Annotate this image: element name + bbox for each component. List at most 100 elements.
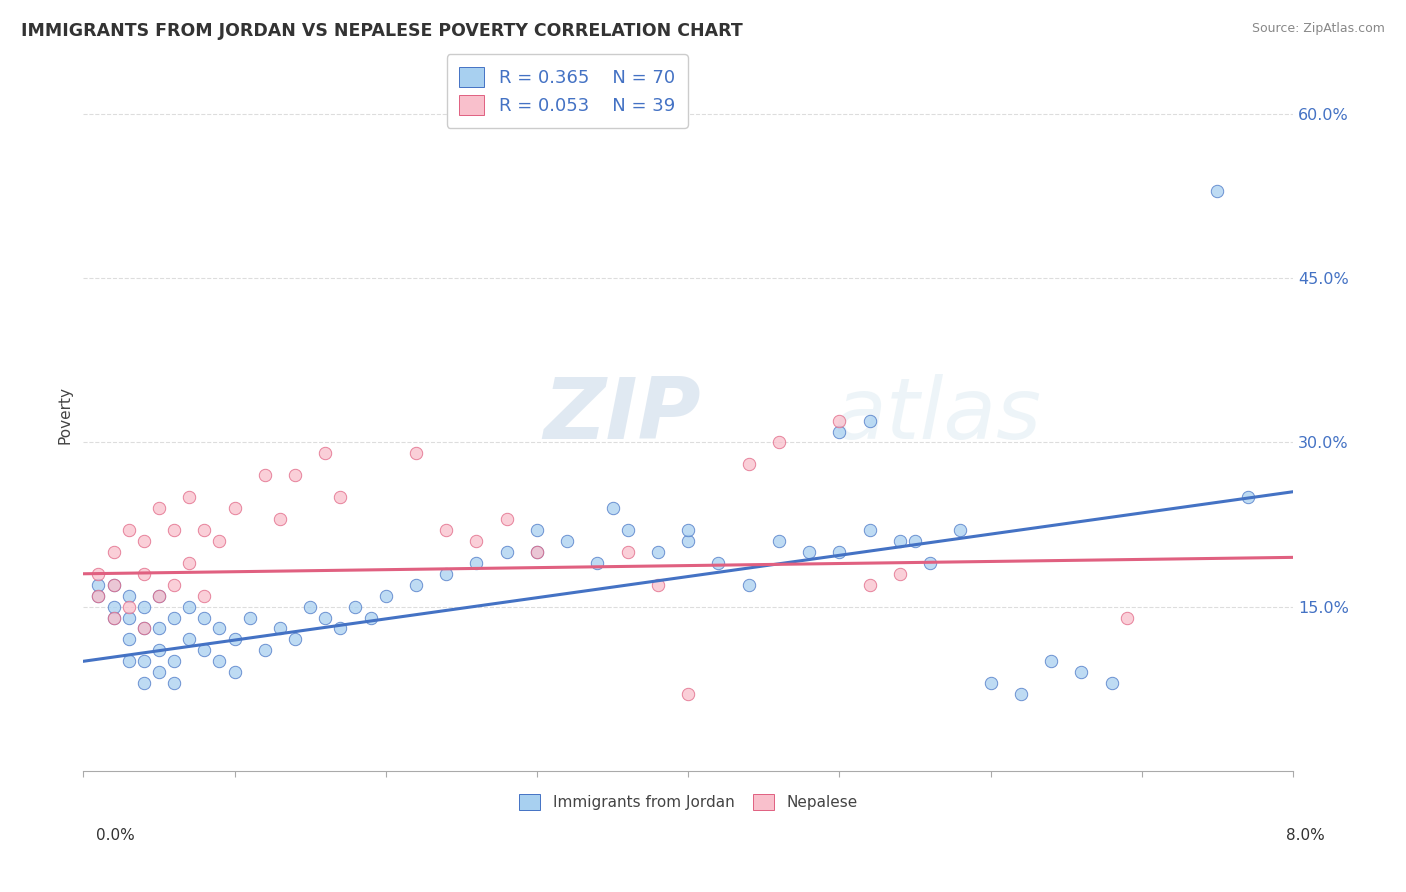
Point — [1070, 665, 1092, 680]
Point — [904, 533, 927, 548]
Point — [118, 589, 141, 603]
Point — [208, 654, 231, 668]
Point — [434, 566, 457, 581]
Point — [647, 578, 669, 592]
Point — [465, 556, 488, 570]
Point — [586, 556, 609, 570]
Point — [163, 578, 186, 592]
Point — [253, 643, 276, 657]
Point — [132, 654, 155, 668]
Point — [737, 458, 759, 472]
Point — [405, 578, 427, 592]
Point — [253, 468, 276, 483]
Point — [602, 501, 624, 516]
Point — [193, 643, 215, 657]
Point — [526, 545, 548, 559]
Point — [707, 556, 730, 570]
Y-axis label: Poverty: Poverty — [58, 386, 72, 444]
Text: Source: ZipAtlas.com: Source: ZipAtlas.com — [1251, 22, 1385, 36]
Point — [465, 533, 488, 548]
Text: atlas: atlas — [834, 374, 1042, 457]
Point — [87, 589, 110, 603]
Point — [103, 610, 125, 624]
Point — [193, 589, 215, 603]
Point — [179, 490, 201, 504]
Point — [314, 610, 336, 624]
Point — [132, 566, 155, 581]
Point — [828, 425, 851, 439]
Point — [103, 545, 125, 559]
Point — [118, 654, 141, 668]
Point — [148, 589, 170, 603]
Point — [1206, 184, 1229, 198]
Point — [616, 545, 638, 559]
Point — [405, 446, 427, 460]
Point — [148, 643, 170, 657]
Point — [799, 545, 821, 559]
Text: ZIP: ZIP — [543, 374, 700, 457]
Point — [284, 632, 307, 647]
Point — [616, 523, 638, 537]
Point — [224, 632, 246, 647]
Point — [980, 676, 1002, 690]
Point — [193, 610, 215, 624]
Point — [132, 676, 155, 690]
Point — [1040, 654, 1063, 668]
Point — [148, 501, 170, 516]
Point — [148, 665, 170, 680]
Point — [118, 632, 141, 647]
Point — [768, 533, 790, 548]
Point — [555, 533, 578, 548]
Point — [329, 490, 352, 504]
Point — [132, 599, 155, 614]
Point — [859, 578, 882, 592]
Point — [299, 599, 322, 614]
Point — [374, 589, 396, 603]
Point — [314, 446, 336, 460]
Point — [676, 687, 699, 701]
Point — [495, 512, 517, 526]
Point — [737, 578, 759, 592]
Point — [647, 545, 669, 559]
Point — [344, 599, 367, 614]
Point — [526, 523, 548, 537]
Text: 8.0%: 8.0% — [1285, 829, 1324, 843]
Point — [828, 414, 851, 428]
Point — [676, 533, 699, 548]
Point — [1236, 490, 1258, 504]
Point — [360, 610, 382, 624]
Point — [163, 523, 186, 537]
Point — [179, 632, 201, 647]
Point — [676, 523, 699, 537]
Point — [193, 523, 215, 537]
Point — [179, 599, 201, 614]
Point — [920, 556, 942, 570]
Text: 0.0%: 0.0% — [96, 829, 135, 843]
Point — [103, 578, 125, 592]
Point — [208, 622, 231, 636]
Point — [859, 523, 882, 537]
Legend: Immigrants from Jordan, Nepalese: Immigrants from Jordan, Nepalese — [513, 789, 863, 816]
Point — [1010, 687, 1032, 701]
Point — [132, 622, 155, 636]
Point — [269, 622, 291, 636]
Point — [208, 533, 231, 548]
Point — [148, 622, 170, 636]
Point — [148, 589, 170, 603]
Point — [103, 610, 125, 624]
Point — [1101, 676, 1123, 690]
Point — [118, 523, 141, 537]
Point — [526, 545, 548, 559]
Point — [495, 545, 517, 559]
Point — [87, 589, 110, 603]
Point — [87, 566, 110, 581]
Point — [87, 578, 110, 592]
Point — [889, 566, 911, 581]
Point — [179, 556, 201, 570]
Point — [163, 676, 186, 690]
Point — [118, 599, 141, 614]
Point — [329, 622, 352, 636]
Point — [163, 654, 186, 668]
Point — [284, 468, 307, 483]
Text: IMMIGRANTS FROM JORDAN VS NEPALESE POVERTY CORRELATION CHART: IMMIGRANTS FROM JORDAN VS NEPALESE POVER… — [21, 22, 742, 40]
